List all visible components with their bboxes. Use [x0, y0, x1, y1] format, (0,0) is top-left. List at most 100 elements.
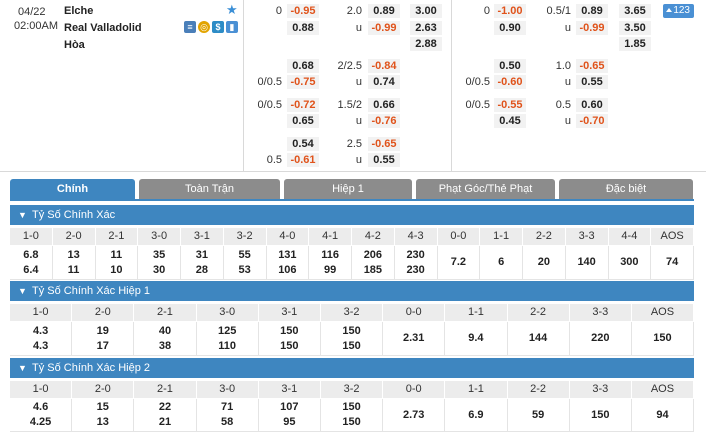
score-odds-cell[interactable]: 11 10: [96, 246, 139, 279]
1x2-away-odd[interactable]: 2.63: [410, 21, 442, 35]
score-odds-cell[interactable]: 6: [480, 246, 523, 279]
more-markets-badge[interactable]: 123: [663, 4, 694, 18]
home-odd[interactable]: 4.6: [32, 401, 49, 413]
score-odds-cell[interactable]: 107 95: [259, 399, 321, 431]
home-odd[interactable]: 150: [280, 324, 299, 337]
score-odds-cell[interactable]: 6.8 6.4: [10, 246, 53, 279]
dollar-icon[interactable]: $: [212, 21, 224, 33]
handicap-away-odd[interactable]: 0.90: [494, 21, 526, 35]
home-odd[interactable]: 35: [153, 248, 166, 261]
score-odds-cell[interactable]: 6.9: [445, 399, 508, 431]
away-odd[interactable]: 11: [67, 263, 80, 276]
score-odds-cell[interactable]: 94: [632, 399, 695, 431]
home-odd[interactable]: 116: [321, 248, 339, 261]
away-odd[interactable]: 21: [158, 416, 172, 428]
home-odd[interactable]: 206: [363, 248, 383, 261]
home-odd[interactable]: 13: [67, 248, 80, 261]
score-odds-cell[interactable]: 125 110: [197, 322, 259, 355]
1x2-draw-odd[interactable]: 2.88: [410, 37, 442, 51]
home-odd[interactable]: 2.73: [403, 408, 425, 421]
section-header[interactable]: ▼ Tỷ Số Chính Xác Hiệp 1: [10, 281, 694, 301]
away-odd[interactable]: 95: [283, 416, 296, 428]
home-odd[interactable]: 6: [498, 256, 505, 268]
coin-icon[interactable]: ◎: [198, 21, 210, 33]
handicap-home-odd[interactable]: -0.55: [494, 98, 526, 112]
away-odd[interactable]: 230: [406, 263, 425, 276]
under-odd[interactable]: -0.70: [576, 114, 608, 128]
home-odd[interactable]: 15: [96, 401, 109, 413]
score-odds-cell[interactable]: 71 58: [197, 399, 259, 431]
home-odd[interactable]: 150: [653, 332, 672, 344]
score-odds-cell[interactable]: 22 21: [134, 399, 197, 431]
handicap-away-odd[interactable]: -0.61: [287, 153, 319, 167]
home-odd[interactable]: 140: [577, 256, 596, 268]
1x2-home-odd[interactable]: 3.00: [410, 4, 442, 18]
tab-full-match[interactable]: Toàn Trận: [139, 179, 280, 199]
home-odd[interactable]: 9.4: [468, 332, 484, 344]
over-odd[interactable]: 0.89: [368, 4, 400, 18]
score-odds-cell[interactable]: 13 11: [53, 246, 96, 279]
score-odds-cell[interactable]: 35 30: [138, 246, 181, 279]
home-odd[interactable]: 59: [531, 408, 545, 421]
home-odd[interactable]: 150: [342, 401, 361, 413]
away-odd[interactable]: 185: [363, 263, 383, 276]
handicap-away-odd[interactable]: 0.45: [494, 114, 526, 128]
under-odd[interactable]: -0.99: [576, 21, 608, 35]
away-odd[interactable]: 17: [96, 339, 109, 352]
over-odd[interactable]: 0.60: [576, 98, 608, 112]
home-odd[interactable]: 300: [620, 256, 639, 268]
1x2-home-odd[interactable]: 3.65: [619, 4, 651, 18]
over-odd[interactable]: -0.65: [576, 59, 608, 73]
handicap-away-odd[interactable]: -0.60: [494, 75, 526, 89]
over-odd[interactable]: 0.66: [368, 98, 400, 112]
home-odd[interactable]: 19: [96, 324, 109, 337]
tab-corners-cards[interactable]: Phạt Góc/Thẻ Phạt: [416, 179, 555, 199]
handicap-away-odd[interactable]: -0.75: [287, 75, 319, 89]
away-odd[interactable]: 99: [324, 263, 337, 276]
home-odd[interactable]: 150: [342, 324, 361, 337]
home-odd[interactable]: 6.9: [468, 408, 484, 421]
away-odd[interactable]: 38: [158, 339, 172, 352]
home-odd[interactable]: 71: [221, 401, 234, 413]
handicap-away-odd[interactable]: 0.65: [287, 114, 319, 128]
score-odds-cell[interactable]: 2.73: [383, 399, 446, 431]
score-odds-cell[interactable]: 131 106: [267, 246, 310, 279]
home-odd[interactable]: 107: [280, 401, 299, 413]
score-odds-cell[interactable]: 4.3 4.3: [10, 322, 73, 355]
tab-main[interactable]: Chính: [10, 179, 135, 199]
over-odd[interactable]: -0.84: [368, 59, 400, 73]
away-odd[interactable]: 150: [280, 339, 299, 352]
under-odd[interactable]: -0.76: [368, 114, 400, 128]
handicap-away-odd[interactable]: 0.88: [287, 21, 319, 35]
under-odd[interactable]: -0.99: [368, 21, 400, 35]
1x2-draw-odd[interactable]: 1.85: [619, 37, 651, 51]
home-odd[interactable]: 7.2: [450, 256, 467, 268]
section-header[interactable]: ▼ Tỷ Số Chính Xác: [10, 205, 694, 225]
away-odd[interactable]: 28: [195, 263, 208, 276]
score-odds-cell[interactable]: 150 150: [259, 322, 321, 355]
score-odds-cell[interactable]: 206 185: [352, 246, 395, 279]
home-odd[interactable]: 131: [278, 248, 297, 261]
home-odd[interactable]: 31: [195, 248, 208, 261]
away-odd[interactable]: 150: [342, 339, 361, 352]
score-odds-cell[interactable]: 150 150: [321, 399, 384, 431]
handicap-home-odd[interactable]: -0.95: [287, 4, 319, 18]
score-odds-cell[interactable]: 300: [609, 246, 652, 279]
score-odds-cell[interactable]: 15 13: [72, 399, 135, 431]
score-odds-cell[interactable]: 144: [508, 322, 570, 355]
home-odd[interactable]: 74: [666, 256, 679, 268]
score-odds-cell[interactable]: 20: [523, 246, 566, 279]
over-odd[interactable]: 0.89: [576, 4, 608, 18]
home-odd[interactable]: 6.8: [23, 248, 39, 261]
score-odds-cell[interactable]: 150: [570, 399, 632, 431]
home-odd[interactable]: 230: [406, 248, 425, 261]
over-odd[interactable]: -0.65: [368, 137, 400, 151]
home-team[interactable]: Elche: [64, 5, 94, 17]
stats-icon[interactable]: ≡: [184, 21, 196, 33]
under-odd[interactable]: 0.55: [576, 75, 608, 89]
away-odd[interactable]: 110: [218, 339, 237, 352]
handicap-home-odd[interactable]: 0.68: [287, 59, 319, 73]
away-odd[interactable]: 6.4: [23, 263, 39, 276]
score-odds-cell[interactable]: 220: [570, 322, 632, 355]
away-odd[interactable]: 58: [221, 416, 234, 428]
